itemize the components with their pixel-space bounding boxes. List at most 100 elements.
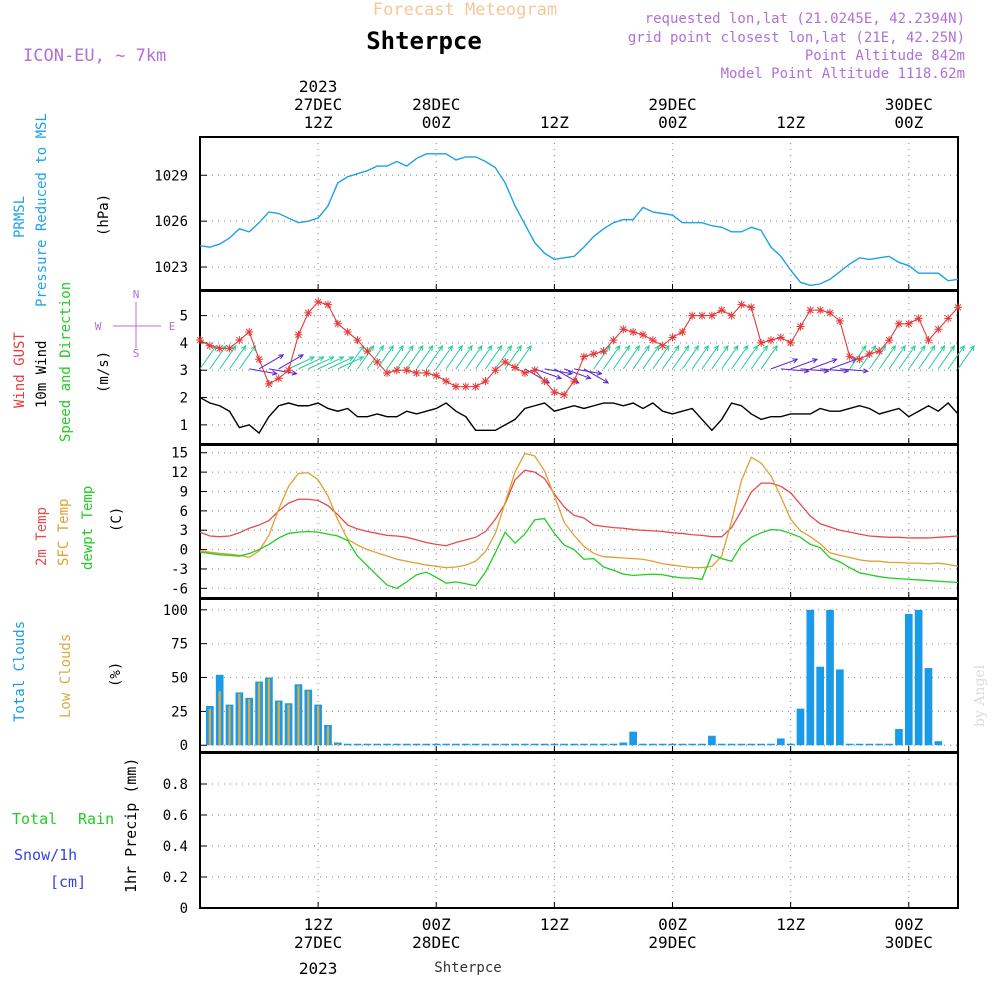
gust-marker [579,352,588,361]
y-tick-label: 1023 [154,260,188,276]
gust-marker [914,314,923,323]
gust-marker [835,317,844,326]
gust-marker [648,336,657,345]
wind-arrow-head [211,344,217,351]
wind-arrow-head [516,344,522,351]
wind-arrow-head [910,344,916,351]
y-tick-label: 9 [180,484,188,500]
y-tick-label: 0.8 [163,777,188,793]
wind-arrow-head [862,368,869,374]
total-cloud-bar [904,613,913,746]
y-tick-label: 5 [180,309,188,325]
wind-arrow-head [368,344,375,351]
wind-arrow-head [585,374,592,380]
low-cloud-bar [238,693,241,746]
wind-arrow [455,345,473,370]
total-cloud-bar [393,743,401,746]
wind-arrow-head [231,344,237,351]
total-cloud-bar [845,743,854,746]
total-cloud-bar [511,743,519,746]
total-cloud-bar [826,609,834,746]
low-cloud-bar [287,704,290,746]
wind-arrow-head [408,344,414,351]
wind-arrow [396,345,414,370]
wind-arrow-head [308,356,316,362]
pressure-line [199,153,959,287]
total-cloud-bar [796,708,805,746]
credit-watermark: by Angel [972,664,988,727]
total-cloud-bar [501,743,510,746]
wind-arrow-head [959,344,965,351]
wind-arrow-head [437,344,444,351]
gust-marker [353,336,362,345]
wind-arrow [219,345,237,370]
wind-arrow [829,358,857,370]
wind-arrow-head [398,344,404,351]
wind-arrow [534,368,562,379]
wind-arrow [937,345,955,370]
wind-arrow [721,345,739,370]
wind-arrow-head [713,344,719,351]
wind-arrow [426,345,443,370]
wind-arrow [435,345,453,370]
wind-arrow [741,345,758,370]
gust-marker [629,327,638,336]
wind-arrow-head [328,356,335,362]
gust-marker [766,336,775,345]
wind-arrow [308,356,334,370]
wind-arrow-head [271,370,278,376]
wind-arrow-head [674,344,680,351]
wind-arrow [386,345,404,370]
gust-marker [845,352,854,361]
y-tick-label: 0.6 [163,808,188,824]
total-cloud-bar [698,743,706,746]
gust-marker [609,336,618,345]
gust-marker [658,341,667,350]
wind-arrow [878,345,896,370]
cloud-labels: Total Clouds Low Clouds (%) [12,621,124,722]
compass-e: E [169,320,176,333]
wind-arrow-head [467,344,473,351]
bottom-time-label: 12Z [776,915,805,934]
bottom-time-label: 12Z [540,915,569,934]
gust-marker [461,382,470,391]
total-cloud-bar [363,743,372,746]
wind-arrow-head [278,354,285,360]
total-cloud-bar [816,666,825,746]
wind-arrow [249,368,277,375]
wind-arrow-head [939,344,946,351]
wind-arrow-head [930,344,936,351]
rain-label: Rain [78,810,114,828]
gust-marker [776,333,785,342]
total-cloud-bar [619,742,628,746]
wind-arrow-head [723,344,729,351]
wind-arrow [445,345,463,370]
prmsl-label: PRMSL [12,196,28,238]
gust-marker [698,311,707,320]
wind-arrow [465,345,483,370]
wind-arrow [770,358,798,370]
total-cloud-bar [668,743,677,746]
wind-arrow [898,345,916,370]
gust-marker [264,379,273,388]
total-cloud-bar [648,743,657,746]
low-cloud-bar [267,678,271,746]
wind-arrow [238,345,256,370]
total-cloud-bar [895,728,903,746]
wind-arrow [711,345,729,370]
top-time-label: 12Z [776,113,805,132]
wind-arrow [603,345,621,370]
temp-panel: -6 -3 0 3 6 9 12 15 [171,444,959,599]
wind-arrow-head [861,344,867,351]
top-date-label: 28DEC [412,95,460,114]
wind-arrow [416,345,434,370]
wind-arrow [820,368,849,372]
y-tick-label: 0 [180,738,188,754]
low-cloud-bar [208,708,211,746]
wind-arrow [494,345,512,370]
wind-arrow [317,356,344,370]
total-cloud-bar [491,743,500,746]
y-tick-label: 75 [171,637,188,653]
wind-arrow-head [359,344,365,351]
